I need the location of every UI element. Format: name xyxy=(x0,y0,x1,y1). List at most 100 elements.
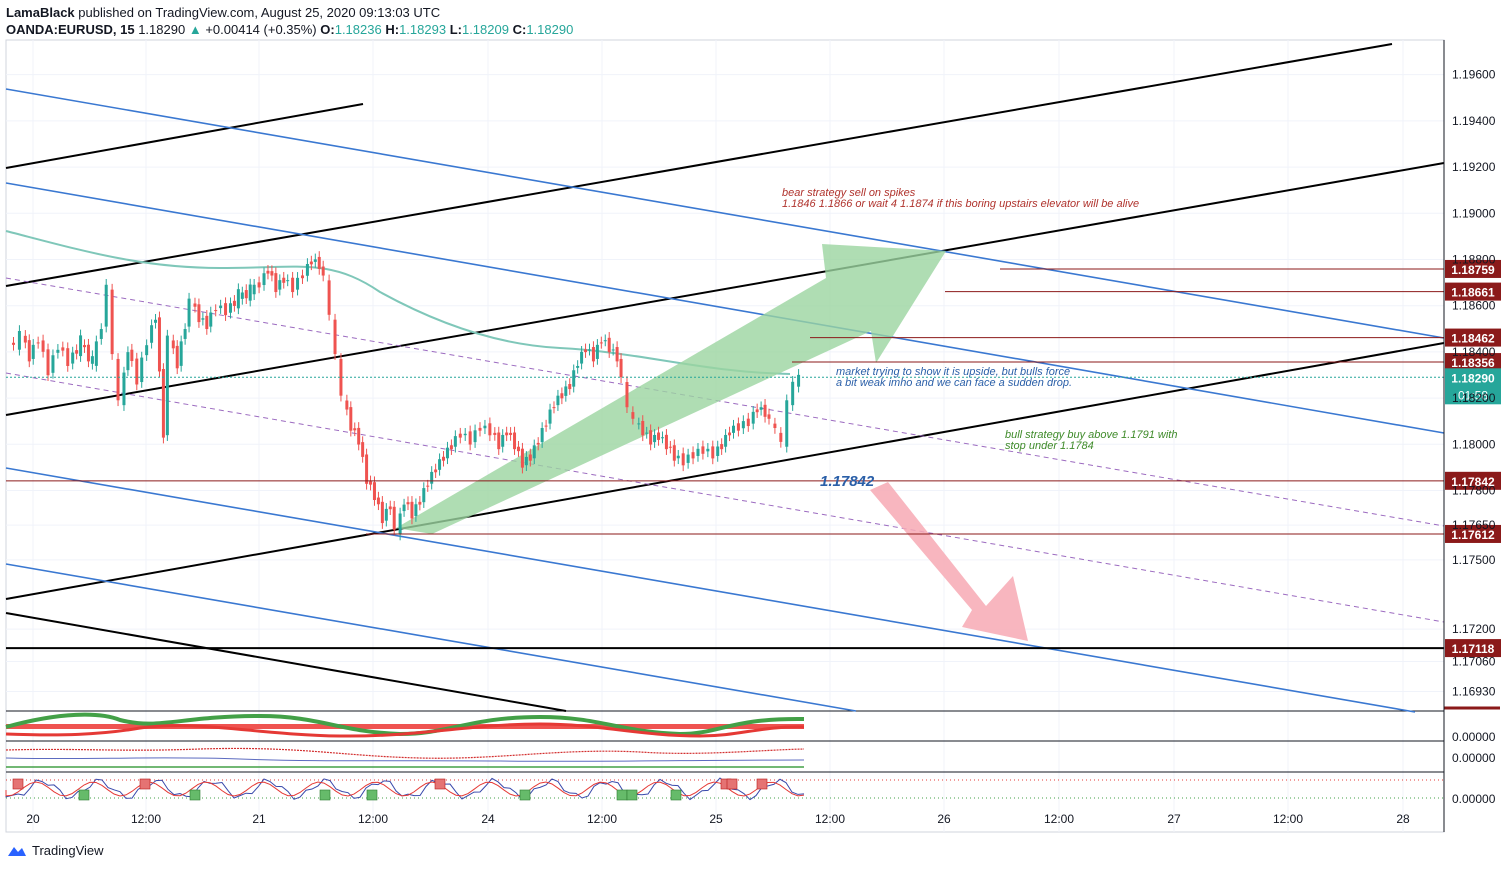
close-value: 1.18290 xyxy=(526,22,574,37)
candle-body xyxy=(779,432,783,442)
y-tick-label: 1.19400 xyxy=(1452,114,1496,128)
footer[interactable]: TradingView xyxy=(6,843,104,858)
author-name[interactable]: LamaBlack xyxy=(6,5,75,20)
candle-body xyxy=(463,433,467,436)
last-price: 1.18290 xyxy=(138,22,186,37)
candle-body xyxy=(175,345,179,369)
candle-body xyxy=(193,303,197,307)
black-trendline xyxy=(5,43,1393,287)
candle-body xyxy=(145,345,149,356)
moving-average-line xyxy=(5,230,791,375)
y-tick-label: 1.19000 xyxy=(1452,206,1496,220)
candle-body xyxy=(736,423,740,431)
candle-body xyxy=(445,447,449,459)
candle-body xyxy=(468,431,472,445)
candle-body xyxy=(493,432,497,435)
publish-info: LamaBlack published on TradingView.com, … xyxy=(6,5,440,20)
candle-body xyxy=(61,347,65,351)
candle-body xyxy=(104,284,108,327)
candle-body xyxy=(641,420,645,436)
candle-body xyxy=(568,384,572,390)
signal-marker xyxy=(78,789,90,801)
candle-body xyxy=(607,337,611,353)
pane3-line xyxy=(5,781,805,797)
candle-body xyxy=(691,452,695,459)
x-tick-label: 25 xyxy=(709,812,723,826)
candle-body xyxy=(556,395,560,406)
candle-body xyxy=(544,425,548,427)
signal-marker xyxy=(519,789,531,801)
candle-body xyxy=(414,504,418,517)
candle-body xyxy=(372,482,376,500)
candle-body xyxy=(282,277,286,283)
candle-body xyxy=(228,303,232,313)
candle-body xyxy=(126,352,130,371)
tradingview-logo-icon xyxy=(8,846,26,856)
x-tick-label: 12:00 xyxy=(587,812,617,826)
candle-body xyxy=(580,351,584,364)
candle-body xyxy=(46,349,50,376)
signal-marker xyxy=(12,778,24,790)
black-trendline xyxy=(5,612,567,712)
candle-body xyxy=(509,432,513,435)
candle-body xyxy=(664,434,668,450)
candle-body xyxy=(426,485,430,487)
candle-body xyxy=(540,428,544,443)
symbol-label[interactable]: OANDA:EURUSD, 15 xyxy=(6,22,135,37)
candle-body xyxy=(262,273,266,286)
candle-body xyxy=(376,497,380,505)
close-label: C: xyxy=(512,22,527,37)
price-level-badge xyxy=(1445,328,1501,347)
candle-body xyxy=(278,280,282,290)
y-tick-label: 1.17800 xyxy=(1452,484,1496,498)
countdown-label: 01:58 xyxy=(1458,388,1488,402)
candle-body xyxy=(434,469,438,473)
candle-body xyxy=(524,456,528,466)
candle-body xyxy=(23,335,27,343)
candle-body xyxy=(532,445,536,459)
candle-body xyxy=(576,365,580,368)
low-value: 1.18209 xyxy=(461,22,509,37)
candle-body xyxy=(286,280,290,282)
candle-body xyxy=(785,400,789,447)
price-level-label: 1.17612 xyxy=(1451,528,1495,542)
candle-body xyxy=(66,348,70,366)
candle-body xyxy=(392,506,396,530)
price-level-label: 1.18661 xyxy=(1451,286,1495,300)
y-tick-label: 1.19600 xyxy=(1452,68,1496,82)
candle-body xyxy=(369,481,373,485)
signal-marker xyxy=(319,789,331,801)
high-value: 1.18293 xyxy=(399,22,447,37)
price-levels: 1.18759 1.18661 1.18462 1.18356 1.17842 1.176… xyxy=(6,259,1501,658)
symbol-info: OANDA:EURUSD, 15 1.18290 ▲ +0.00414 (+0.… xyxy=(6,22,573,37)
price-level-badge xyxy=(1445,282,1501,301)
y-tick-label: 1.18000 xyxy=(1452,437,1496,451)
candle-body xyxy=(205,315,209,330)
candle-body xyxy=(365,454,369,484)
candle-body xyxy=(122,372,126,406)
price-level-label: 1.17118 xyxy=(1452,642,1495,656)
candle-body xyxy=(513,432,517,450)
annotation-text: 1.1846 1.1866 or wait 4 1.1874 if this b… xyxy=(782,198,1139,210)
candle-body xyxy=(473,430,477,443)
x-tick-label: 12:00 xyxy=(1044,812,1074,826)
candle-body xyxy=(75,350,79,354)
candle-body xyxy=(706,448,710,452)
candle-body xyxy=(763,404,767,417)
signal-marker xyxy=(434,778,446,790)
candle-body xyxy=(384,508,388,521)
candle-body xyxy=(657,432,661,440)
candle-body xyxy=(345,400,349,410)
candle-body xyxy=(232,300,236,306)
price-level-badge xyxy=(1445,353,1501,372)
purple-dashed-line xyxy=(5,372,1445,623)
candle-body xyxy=(150,325,154,343)
candle-body xyxy=(595,344,599,359)
candle-body xyxy=(56,349,60,353)
candle-body xyxy=(79,335,83,357)
candle-body xyxy=(701,446,705,454)
candle-body xyxy=(357,427,361,445)
y-tick-label: 1.18800 xyxy=(1452,252,1496,266)
candle-body xyxy=(224,303,228,316)
